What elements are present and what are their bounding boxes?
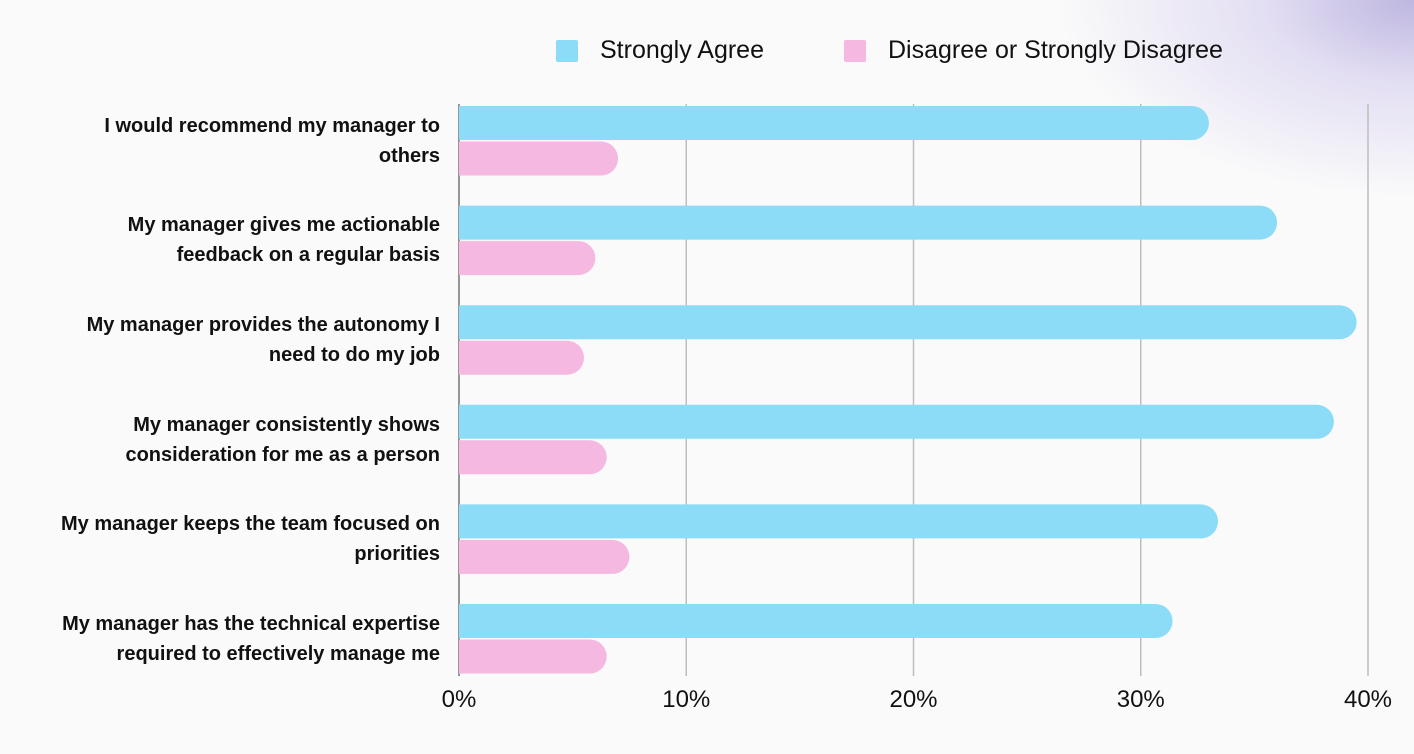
legend: Strongly Agree Disagree or Strongly Disa… — [556, 36, 1303, 65]
bar-disagree-0 — [459, 141, 619, 176]
category-label-5: My manager has the technical expertise re… — [20, 609, 440, 669]
category-label-line: priorities — [354, 543, 440, 566]
x-tick-label-1: 10% — [662, 686, 711, 713]
category-label-line: consideration for me as a person — [125, 443, 440, 466]
x-tick-label-3: 30% — [1116, 686, 1165, 713]
category-label-line: others — [378, 144, 440, 167]
x-tick-label-4: 40% — [1343, 686, 1393, 713]
bar-strongly-agree-4 — [459, 504, 1219, 539]
category-label-line: need to do my job — [268, 343, 440, 366]
category-label-4: My manager keeps the team focused on prio… — [20, 509, 440, 569]
category-label-line: I would recommend my manager to — [104, 114, 440, 137]
bar-strongly-agree-1 — [459, 205, 1278, 240]
bar-strongly-agree-5 — [459, 604, 1173, 638]
category-label-2: My manager provides the autonomy I need t… — [20, 310, 440, 370]
legend-swatch-strongly-agree — [556, 39, 578, 62]
category-label-3: My manager consistently shows considerati… — [20, 410, 440, 470]
category-label-line: My manager keeps the team focused on — [60, 513, 440, 536]
corner-decoration — [1054, 0, 1414, 200]
legend-label-disagree: Disagree or Strongly Disagree — [888, 36, 1223, 64]
legend-label-strongly-agree: Strongly Agree — [600, 36, 764, 64]
bar-strongly-agree-2 — [459, 305, 1357, 340]
bar-disagree-1 — [459, 241, 596, 276]
category-label-1: My manager gives me actionable feedback o… — [20, 210, 440, 270]
category-label-line: required to effectively manage me — [116, 642, 440, 665]
bar-disagree-4 — [459, 539, 630, 574]
category-label-line: feedback on a regular basis — [176, 244, 440, 267]
x-tick-label-0: 0% — [441, 686, 477, 713]
bar-disagree-5 — [459, 639, 607, 674]
legend-item-disagree: Disagree or Strongly Disagree — [844, 36, 1223, 65]
legend-swatch-disagree — [844, 39, 866, 62]
bar-strongly-agree-0 — [459, 106, 1209, 140]
category-label-line: My manager provides the autonomy I — [86, 313, 440, 336]
bar-disagree-2 — [459, 340, 584, 375]
x-tick-label-2: 20% — [889, 686, 938, 713]
category-label-line: My manager consistently shows — [133, 413, 440, 436]
bar-strongly-agree-3 — [459, 404, 1334, 439]
legend-item-strongly-agree: Strongly Agree — [556, 36, 764, 65]
bar-disagree-3 — [459, 440, 607, 475]
category-label-0: I would recommend my manager to others — [20, 111, 440, 171]
category-label-line: My manager gives me actionable — [127, 214, 440, 237]
category-label-line: My manager has the technical expertise — [62, 612, 440, 635]
